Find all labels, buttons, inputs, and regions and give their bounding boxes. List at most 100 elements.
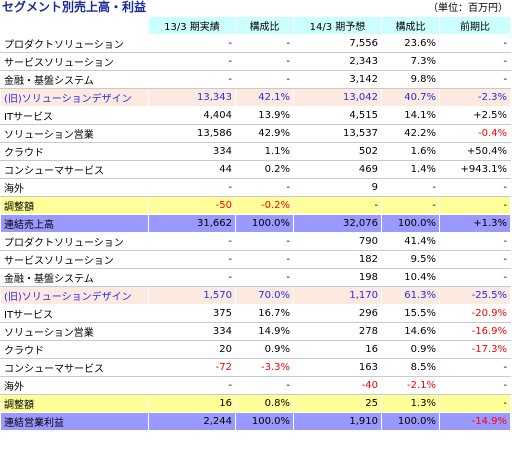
- profit-yoy-change: -14.9%: [439, 412, 511, 431]
- profit-row-label: ソリューション営業: [0, 322, 149, 341]
- sales-actual-ratio: -: [235, 52, 294, 71]
- profit-row-label: サービスソリューション: [0, 250, 149, 269]
- sales-forecast-ratio: 42.2%: [381, 124, 440, 143]
- table-body: プロダクトソリューション - -7,556 23.6% - サービスソリューション - -2,…: [0, 34, 511, 431]
- sales-row-label: ITサービス: [0, 106, 149, 125]
- sales-row-label: クラウド: [0, 142, 149, 161]
- profit-actual-ratio: -3.3%: [235, 358, 294, 377]
- sales-forecast-value: 9: [293, 178, 382, 197]
- sales-actual-value: -: [148, 178, 236, 197]
- profit-actual-value: -72: [148, 358, 236, 377]
- sales-yoy-change: -: [439, 196, 511, 215]
- profit-actual-value: -: [148, 250, 236, 269]
- sales-row: ITサービス 4,404 13.9% 4,515 14.1% +2.5%: [0, 106, 511, 125]
- sales-yoy-change: +50.4%: [439, 142, 511, 161]
- sales-forecast-ratio: 23.6%: [381, 34, 440, 53]
- sales-actual-value: 4,404: [148, 106, 236, 125]
- profit-actual-ratio: 70.0%: [235, 286, 294, 305]
- sales-forecast-ratio: 100.0%: [381, 214, 440, 233]
- profit-actual-value: 334: [148, 322, 236, 341]
- page-title: セグメント別売上高・利益: [2, 0, 147, 14]
- profit-row-label: 調整額: [0, 394, 149, 413]
- sales-actual-value: 44: [148, 160, 236, 179]
- profit-row-label: 金融・基盤システム: [0, 268, 149, 287]
- sales-row-label: 金融・基盤システム: [0, 70, 149, 89]
- sales-actual-ratio: -: [235, 34, 294, 53]
- profit-forecast-value: 790: [293, 232, 382, 251]
- sales-forecast-ratio: 9.8%: [381, 70, 440, 89]
- sales-actual-value: -: [148, 70, 236, 89]
- profit-row-label: プロダクトソリューション: [0, 232, 149, 251]
- sales-forecast-ratio: -: [381, 196, 440, 215]
- sales-row: クラウド 334 1.1% 502 1.6% +50.4%: [0, 142, 511, 161]
- sales-actual-ratio: -0.2%: [235, 196, 294, 215]
- sales-row-label: (旧)ソリューションデザイン: [0, 88, 149, 107]
- sales-row-label: ソリューション営業: [0, 124, 149, 143]
- profit-forecast-ratio: 9.5%: [381, 250, 440, 269]
- sales-forecast-value: 7,556: [293, 34, 382, 53]
- sales-actual-value: -50: [148, 196, 236, 215]
- sales-row: ソリューション営業 13,586 42.9% 13,537 42.2% -0.4%: [0, 124, 511, 143]
- profit-forecast-ratio: 61.3%: [381, 286, 440, 305]
- header-row: 13/3 期実績 構成比 14/3 期予想 構成比 前期比: [0, 16, 511, 35]
- profit-yoy-change: -20.9%: [439, 304, 511, 323]
- sales-row-label: プロダクトソリューション: [0, 34, 149, 53]
- sales-forecast-ratio: 14.1%: [381, 106, 440, 125]
- sales-row: 調整額 -50 -0.2% - - -: [0, 196, 511, 215]
- sales-yoy-change: -: [439, 178, 511, 197]
- sales-forecast-ratio: -: [381, 178, 440, 197]
- profit-actual-ratio: -: [235, 250, 294, 269]
- profit-yoy-change: -: [439, 268, 511, 287]
- profit-forecast-value: 1,910: [293, 412, 382, 431]
- sales-actual-ratio: 42.1%: [235, 88, 294, 107]
- profit-forecast-ratio: 15.5%: [381, 304, 440, 323]
- sales-row: プロダクトソリューション - -7,556 23.6% -: [0, 34, 511, 53]
- segment-table: 13/3 期実績 構成比 14/3 期予想 構成比 前期比 プロダクトソリューシ…: [0, 16, 511, 431]
- profit-yoy-change: -: [439, 358, 511, 377]
- profit-row-label: (旧)ソリューションデザイン: [0, 286, 149, 305]
- profit-actual-ratio: -: [235, 376, 294, 395]
- header-blank: [0, 16, 149, 35]
- sales-actual-ratio: 13.9%: [235, 106, 294, 125]
- sales-yoy-change: -2.3%: [439, 88, 511, 107]
- profit-forecast-value: 182: [293, 250, 382, 269]
- profit-row: 連結営業利益 2,244 100.0% 1,910 100.0% -14.9%: [0, 412, 511, 431]
- sales-yoy-change: -: [439, 34, 511, 53]
- sales-forecast-ratio: 1.4%: [381, 160, 440, 179]
- profit-yoy-change: -17.3%: [439, 340, 511, 359]
- profit-forecast-ratio: 100.0%: [381, 412, 440, 431]
- sales-actual-ratio: 0.2%: [235, 160, 294, 179]
- profit-row: クラウド 20 0.9% 16 0.9% -17.3%: [0, 340, 511, 359]
- header-forecast: 14/3 期予想: [293, 16, 382, 35]
- profit-forecast-ratio: -2.1%: [381, 376, 440, 395]
- profit-forecast-value: 296: [293, 304, 382, 323]
- profit-actual-ratio: 0.8%: [235, 394, 294, 413]
- sales-row: サービスソリューション - -2,343 7.3% -: [0, 52, 511, 71]
- sales-forecast-value: 13,537: [293, 124, 382, 143]
- profit-forecast-ratio: 1.3%: [381, 394, 440, 413]
- profit-row: 調整額 16 0.8% 25 1.3% -: [0, 394, 511, 413]
- profit-forecast-value: 16: [293, 340, 382, 359]
- sales-row: (旧)ソリューションデザイン 13,343 42.1% 13,042 40.7% -2.3…: [0, 88, 511, 107]
- sales-yoy-change: +1.3%: [439, 214, 511, 233]
- sales-actual-value: -: [148, 34, 236, 53]
- profit-row-label: ITサービス: [0, 304, 149, 323]
- profit-yoy-change: -16.9%: [439, 322, 511, 341]
- profit-actual-ratio: 14.9%: [235, 322, 294, 341]
- profit-forecast-value: -40: [293, 376, 382, 395]
- sales-actual-ratio: -: [235, 70, 294, 89]
- profit-forecast-ratio: 10.4%: [381, 268, 440, 287]
- profit-forecast-value: 1,170: [293, 286, 382, 305]
- profit-actual-ratio: -: [235, 232, 294, 251]
- sales-row-label: 調整額: [0, 196, 149, 215]
- sales-yoy-change: -0.4%: [439, 124, 511, 143]
- sales-row: 海外 - -9- -: [0, 178, 511, 197]
- profit-row-label: 連結営業利益: [0, 412, 149, 431]
- profit-yoy-change: -: [439, 376, 511, 395]
- profit-yoy-change: -: [439, 232, 511, 251]
- sales-actual-ratio: 42.9%: [235, 124, 294, 143]
- sales-yoy-change: -: [439, 52, 511, 71]
- sales-row: コンシューマサービス 44 0.2% 469 1.4% +943.1%: [0, 160, 511, 179]
- sales-forecast-ratio: 40.7%: [381, 88, 440, 107]
- sales-row-label: 連結売上高: [0, 214, 149, 233]
